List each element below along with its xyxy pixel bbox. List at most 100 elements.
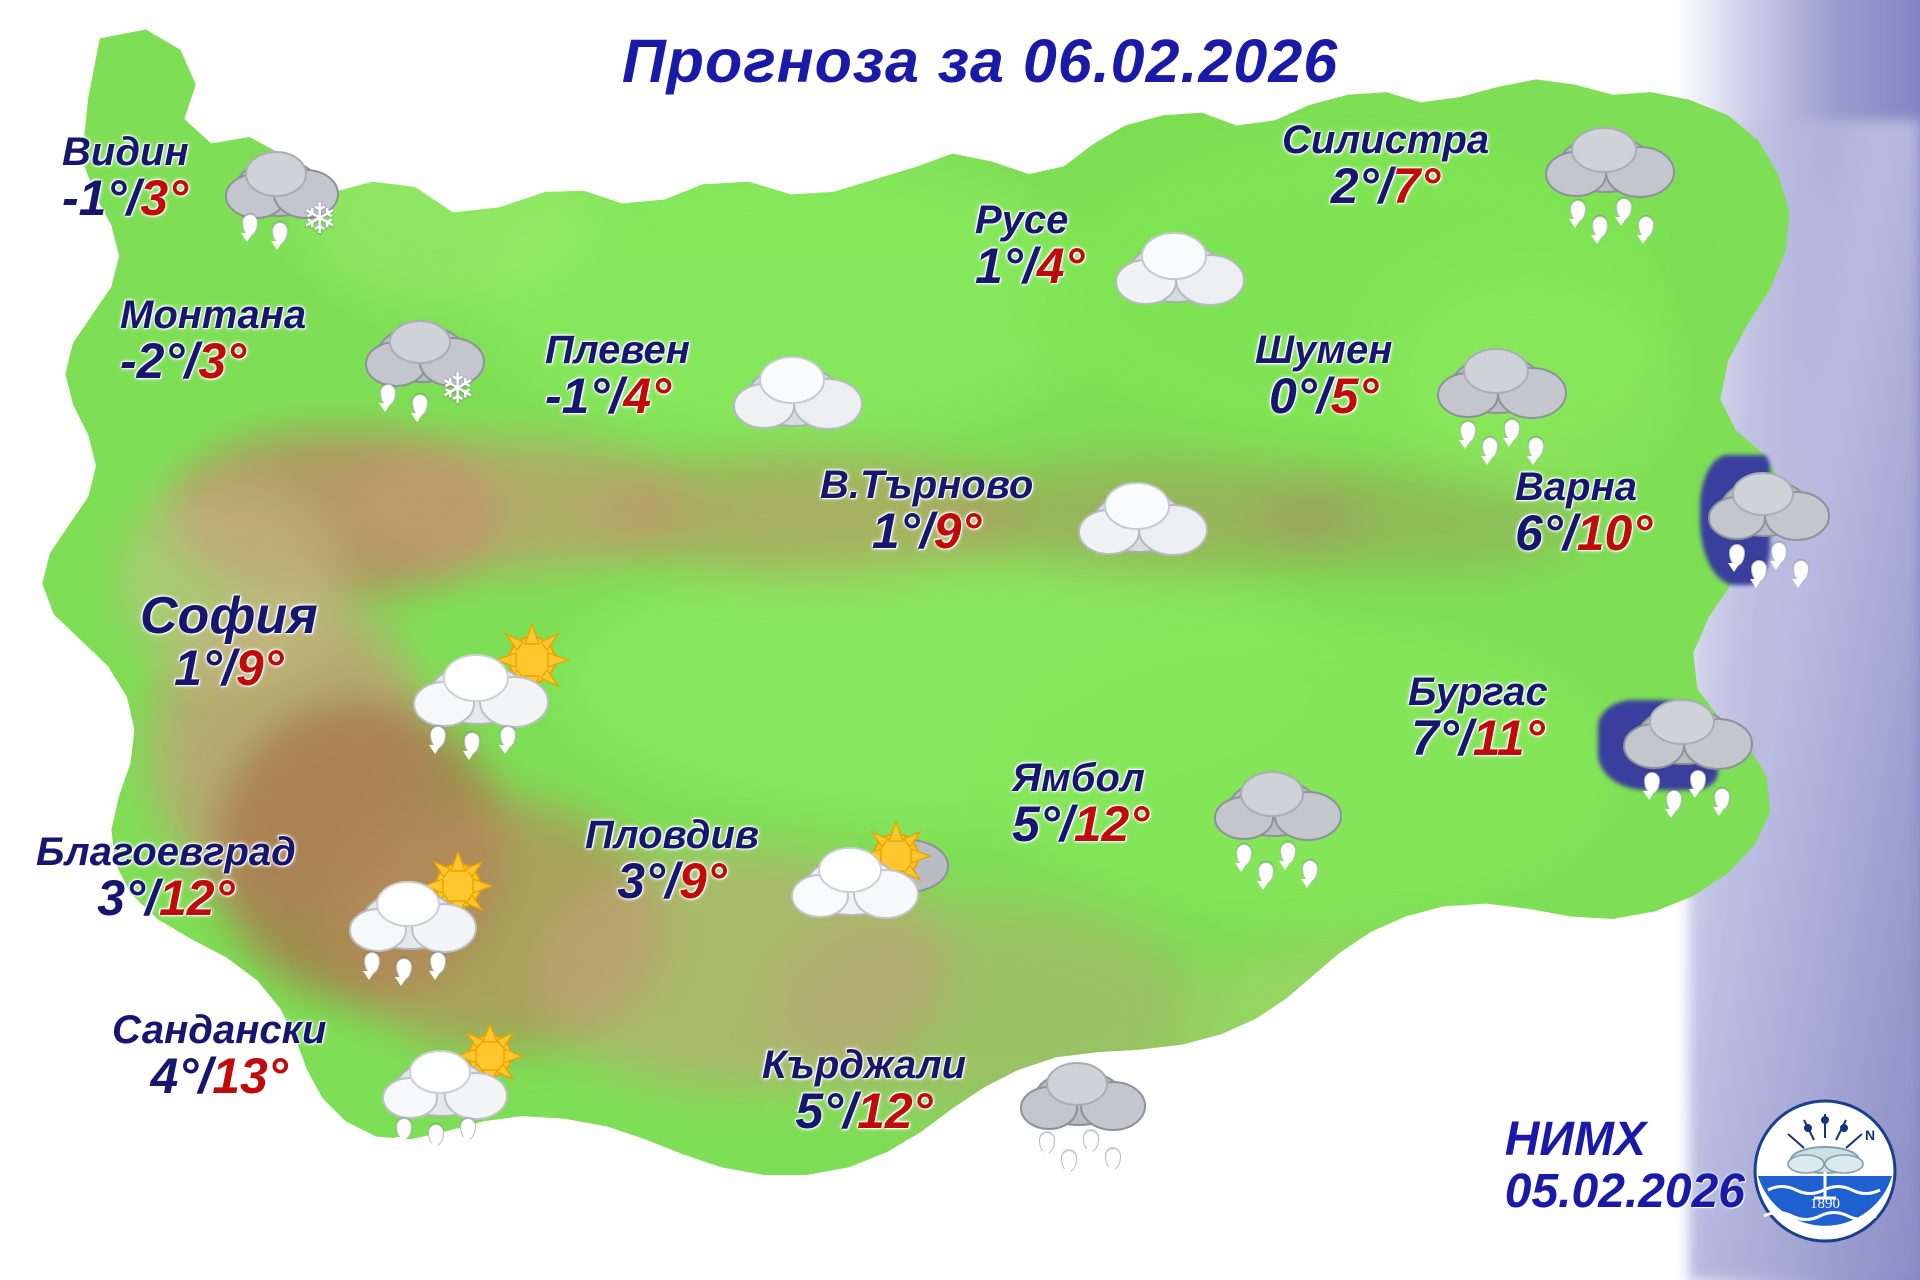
attribution-block: НИМХ 05.02.2026: [1505, 1114, 1745, 1218]
city-block-plovdiv[interactable]: Пловдив 3°/9°: [585, 815, 759, 908]
temp-min-sandanski: 4°: [150, 1048, 199, 1104]
temp-max-burgas: 11°: [1472, 710, 1545, 766]
city-name-yambol: Ямбол: [1012, 756, 1145, 800]
temp-min-silistra: 2°: [1330, 158, 1379, 214]
page-title-text: Прогноза за 06.02.2026: [621, 27, 1339, 95]
temp-min-plovdiv: 3°: [617, 853, 666, 909]
city-temps-burgas: 7°/11°: [1408, 712, 1548, 765]
temp-min-vidin: -1°: [62, 170, 127, 226]
temp-sep-kardzhali: /: [843, 1083, 858, 1139]
city-block-kardzhali[interactable]: Кърджали 5°/12°: [762, 1045, 966, 1138]
temp-sep-veliko-tarnovo: /: [919, 503, 934, 559]
city-temps-montana: -2°/3°: [120, 335, 306, 388]
city-name-montana: Монтана: [120, 293, 307, 337]
city-temps-vidin: -1°/3°: [62, 172, 189, 225]
temp-sep-silistra: /: [1378, 158, 1393, 214]
city-name-varna: Варна: [1515, 465, 1637, 509]
city-block-sofia[interactable]: София 1°/9°: [140, 590, 318, 695]
city-name-veliko-tarnovo: В.Търново: [820, 463, 1034, 507]
temp-max-sofia: 9°: [235, 640, 284, 696]
city-block-blagoevgrad[interactable]: Благоевград 3°/12°: [36, 832, 296, 925]
temp-sep-montana: /: [184, 333, 199, 389]
issue-date: 05.02.2026: [1504, 1165, 1745, 1219]
city-block-pleven[interactable]: Плевен -1°/4°: [545, 330, 690, 423]
agency-name: НИМХ: [1504, 1113, 1646, 1167]
city-name-blagoevgrad: Благоевград: [36, 830, 296, 874]
city-temps-plovdiv: 3°/9°: [585, 855, 759, 908]
logo-year-text: 1890: [1810, 1196, 1840, 1212]
temp-min-blagoevgrad: 3°: [97, 870, 146, 926]
weather-icon-pleven: [730, 340, 890, 450]
city-temps-shumen: 0°/5°: [1255, 370, 1392, 423]
city-block-burgas[interactable]: Бургас 7°/11°: [1408, 672, 1548, 765]
city-block-montana[interactable]: Монтана -2°/3°: [120, 295, 306, 388]
temp-max-yambol: 12°: [1073, 796, 1150, 852]
temp-min-sofia: 1°: [174, 640, 222, 696]
temp-min-yambol: 5°: [1012, 796, 1060, 852]
temp-max-kardzhali: 12°: [857, 1083, 933, 1139]
city-temps-silistra: 2°/7°: [1282, 160, 1489, 213]
temp-sep-sofia: /: [221, 640, 236, 696]
temp-sep-blagoevgrad: /: [145, 870, 159, 926]
temp-min-ruse: 1°: [975, 238, 1023, 294]
weather-icon-shumen: [1432, 335, 1592, 465]
city-temps-ruse: 1°/4°: [975, 240, 1085, 293]
city-block-sandanski[interactable]: Сандански 4°/13°: [112, 1010, 326, 1103]
city-block-vidin[interactable]: Видин -1°/3°: [62, 132, 189, 225]
city-block-ruse[interactable]: Русе 1°/4°: [975, 200, 1085, 293]
city-temps-pleven: -1°/4°: [545, 370, 690, 423]
city-name-kardzhali: Кърджали: [762, 1043, 967, 1087]
temp-max-veliko-tarnovo: 9°: [933, 503, 982, 559]
temp-sep-vidin: /: [126, 170, 141, 226]
city-block-shumen[interactable]: Шумен 0°/5°: [1255, 330, 1392, 423]
city-temps-sandanski: 4°/13°: [112, 1050, 326, 1103]
temp-min-burgas: 7°: [1411, 710, 1459, 766]
city-name-silistra: Силистра: [1282, 118, 1490, 162]
temp-max-sandanski: 13°: [212, 1048, 288, 1104]
temp-sep-varna: /: [1562, 505, 1577, 561]
temp-max-vidin: 3°: [140, 170, 189, 226]
temp-sep-pleven: /: [609, 368, 624, 424]
temp-sep-sandanski: /: [198, 1048, 213, 1104]
temp-max-ruse: 4°: [1036, 238, 1085, 294]
city-name-vidin: Видин: [62, 130, 189, 174]
city-block-varna[interactable]: Варна 6°/10°: [1515, 467, 1652, 560]
city-temps-veliko-tarnovo: 1°/9°: [820, 505, 1033, 558]
sun-icon-blagoevgrad: [421, 849, 495, 923]
temp-min-veliko-tarnovo: 1°: [871, 503, 920, 559]
city-temps-varna: 6°/10°: [1515, 507, 1652, 560]
city-block-yambol[interactable]: Ямбол 5°/12°: [1012, 758, 1149, 851]
temp-max-varna: 10°: [1576, 505, 1653, 561]
weather-icon-ruse: [1112, 218, 1272, 328]
temp-min-pleven: -1°: [545, 368, 610, 424]
nimh-logo: 1890 N: [1752, 1098, 1898, 1244]
temp-sep-plovdiv: /: [665, 853, 679, 909]
city-name-ruse: Русе: [975, 198, 1069, 242]
temp-min-shumen: 0°: [1268, 368, 1317, 424]
weather-icon-vidin: ❄: [218, 128, 378, 248]
city-name-sofia: София: [140, 587, 318, 645]
temp-sep-ruse: /: [1022, 238, 1037, 294]
temp-min-varna: 6°: [1515, 505, 1563, 561]
weather-icon-silistra: [1540, 112, 1700, 242]
weather-icon-blagoevgrad: [348, 848, 528, 998]
temp-max-shumen: 5°: [1330, 368, 1379, 424]
city-block-veliko-tarnovo[interactable]: В.Търново 1°/9°: [820, 465, 1033, 558]
page-title: Прогноза за 06.02.2026: [0, 26, 1920, 96]
weather-icon-montana: ❄: [360, 310, 520, 430]
weather-icon-varna: [1705, 458, 1865, 588]
city-name-burgas: Бургас: [1408, 670, 1548, 714]
city-name-shumen: Шумен: [1255, 328, 1393, 372]
weather-icon-plovdiv: [790, 810, 970, 940]
temp-sep-burgas: /: [1458, 710, 1473, 766]
city-block-silistra[interactable]: Силистра 2°/7°: [1282, 120, 1489, 213]
snowflake-icon-montana: ❄: [440, 365, 476, 412]
temp-max-montana: 3°: [198, 333, 247, 389]
weather-icon-kardzhali: [1015, 1052, 1175, 1182]
city-temps-blagoevgrad: 3°/12°: [36, 872, 296, 925]
compass-north-label: N: [1865, 1127, 1875, 1143]
temp-sep-yambol: /: [1059, 796, 1074, 852]
city-temps-kardzhali: 5°/12°: [762, 1085, 966, 1138]
city-name-plovdiv: Пловдив: [585, 813, 760, 857]
weather-icon-yambol: [1210, 760, 1370, 890]
